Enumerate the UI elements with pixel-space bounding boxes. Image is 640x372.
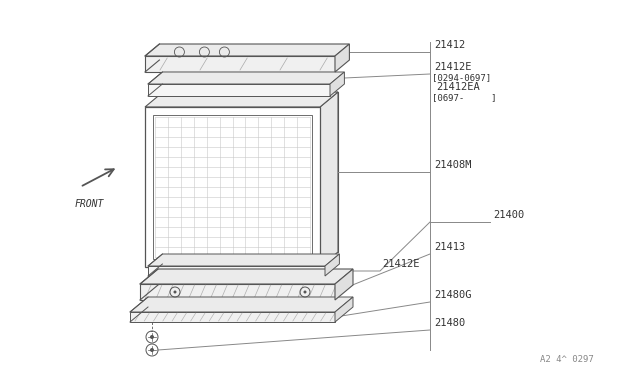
Text: 21400: 21400: [493, 210, 524, 220]
Polygon shape: [140, 269, 353, 284]
Polygon shape: [145, 107, 320, 267]
Text: 21480G: 21480G: [434, 290, 472, 300]
Polygon shape: [163, 92, 338, 252]
Polygon shape: [335, 297, 353, 322]
Text: [0697-     ]: [0697- ]: [432, 93, 497, 102]
Text: 21408M: 21408M: [434, 160, 472, 170]
Polygon shape: [325, 254, 339, 276]
Polygon shape: [145, 56, 335, 72]
Text: 21412: 21412: [434, 40, 465, 50]
Polygon shape: [145, 92, 338, 107]
Polygon shape: [335, 44, 349, 72]
Text: 21412EA: 21412EA: [436, 82, 480, 92]
Text: [0294-0697]: [0294-0697]: [432, 73, 491, 82]
Circle shape: [173, 291, 177, 294]
Text: 21412E: 21412E: [434, 62, 472, 72]
Circle shape: [303, 291, 307, 294]
Text: A2 4^ 0297: A2 4^ 0297: [540, 355, 594, 364]
Polygon shape: [145, 44, 349, 56]
Circle shape: [150, 348, 154, 352]
Polygon shape: [335, 269, 353, 300]
Polygon shape: [130, 297, 353, 312]
Polygon shape: [330, 72, 344, 96]
Polygon shape: [140, 284, 335, 300]
Text: 21480: 21480: [434, 318, 465, 328]
Text: 21412E: 21412E: [382, 259, 419, 269]
Text: FRONT: FRONT: [75, 199, 104, 209]
Circle shape: [150, 335, 154, 339]
Polygon shape: [130, 312, 335, 322]
Polygon shape: [148, 72, 344, 84]
Polygon shape: [148, 254, 339, 266]
Polygon shape: [320, 92, 338, 267]
Text: 21413: 21413: [434, 242, 465, 252]
Polygon shape: [148, 266, 325, 276]
Polygon shape: [148, 84, 330, 96]
